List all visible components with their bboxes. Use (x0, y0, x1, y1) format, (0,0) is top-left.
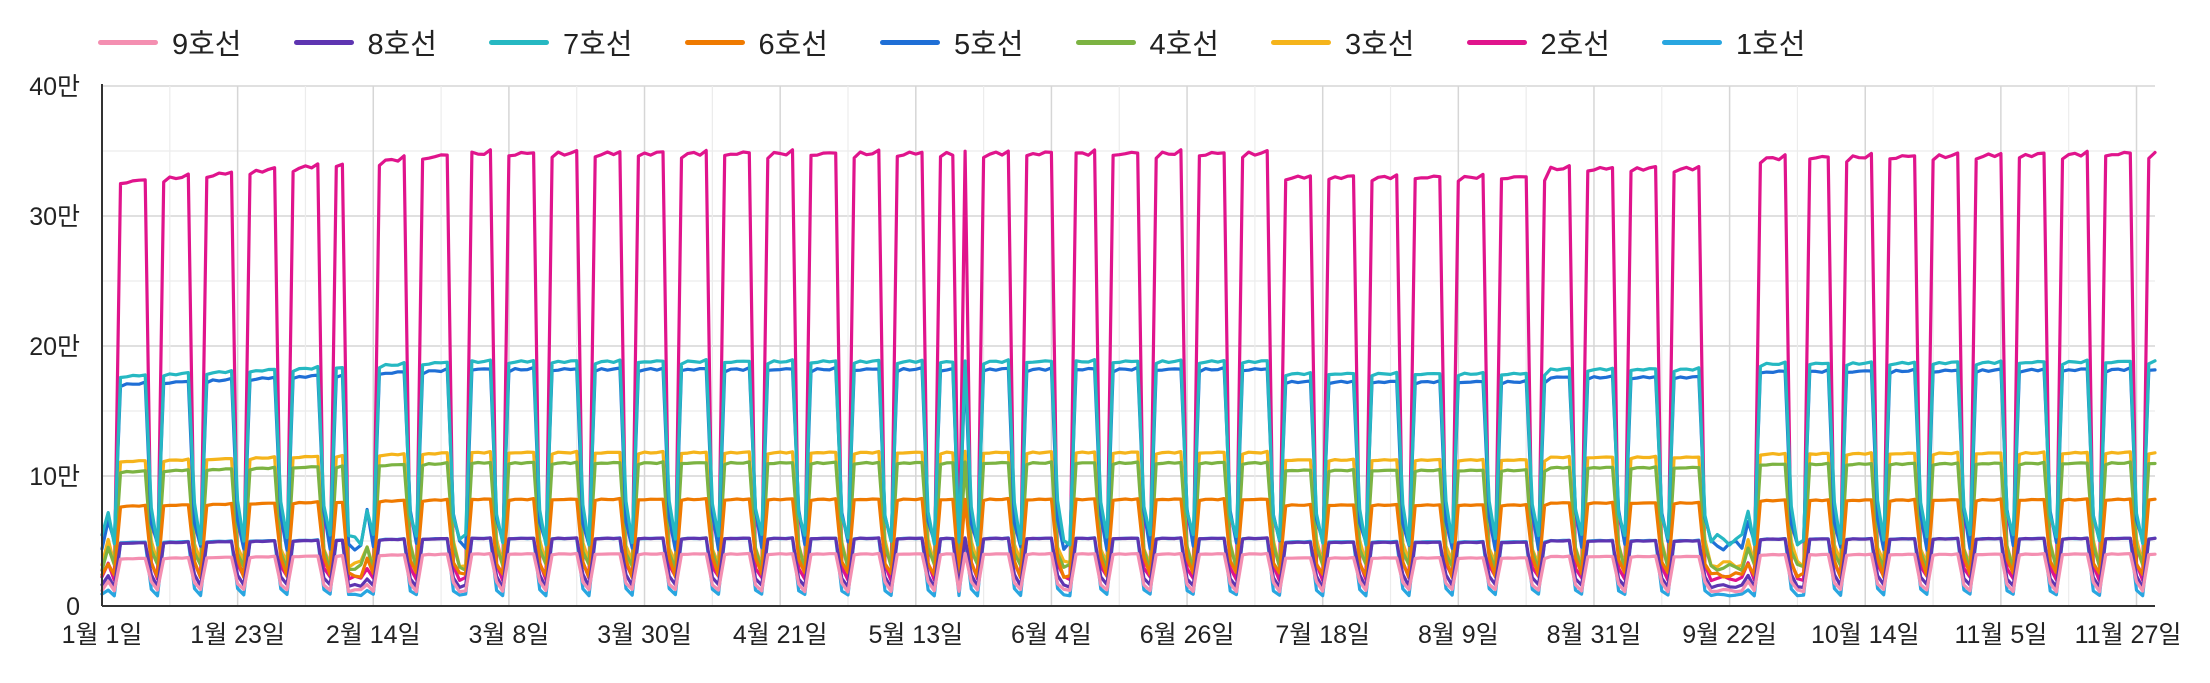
x-tick-label: 5월 13일 (868, 621, 963, 649)
legend-item[interactable]: 6호선 (684, 21, 829, 63)
y-tick-label: 20만 (29, 333, 80, 361)
series-line (100, 449, 2157, 569)
series-line (100, 460, 2157, 572)
y-tick-label: 0 (66, 593, 80, 621)
legend-item[interactable]: 7호선 (489, 21, 633, 63)
legend-label: 1호선 (1736, 29, 1806, 61)
x-tick-label: 8월 9일 (1418, 621, 1499, 649)
legend-item[interactable]: 4호선 (1075, 21, 1220, 63)
series-line (100, 365, 2157, 552)
legend-label: 6호선 (758, 29, 829, 61)
legend-label: 8호선 (367, 29, 438, 61)
y-tick-label: 30만 (29, 203, 80, 231)
legend-item[interactable]: 9호선 (98, 21, 242, 63)
series-line (100, 496, 2157, 580)
x-tick-label: 3월 30일 (597, 621, 692, 649)
x-tick-label: 3월 8일 (469, 621, 550, 649)
legend-swatch (880, 39, 940, 45)
series-line (100, 148, 2157, 583)
x-tick-label: 1월 1일 (62, 621, 143, 649)
legend-swatch (684, 39, 745, 45)
legend-swatch (1466, 39, 1527, 45)
series-line (100, 551, 2157, 594)
legend-label: 3호선 (1345, 29, 1415, 61)
legend-swatch (489, 39, 549, 45)
x-tick-label: 11월 5일 (1954, 621, 2047, 649)
legend-item[interactable]: 3호선 (1271, 21, 1415, 63)
y-tick-label: 40만 (29, 73, 80, 101)
y-tick-label: 10만 (29, 463, 80, 491)
legend: 9호선 8호선 7호선 6호선 5호선 4호선 3호선 2호선 1호선 (98, 20, 1858, 64)
x-tick-label: 11월 27일 (2075, 621, 2182, 649)
legend-swatch (1662, 39, 1722, 45)
legend-label: 2호선 (1540, 29, 1611, 61)
legend-swatch (98, 39, 158, 45)
legend-item[interactable]: 1호선 (1662, 21, 1806, 63)
legend-label: 4호선 (1149, 29, 1220, 61)
x-tick-label: 8월 31일 (1547, 621, 1642, 649)
legend-swatch (1271, 39, 1331, 45)
x-tick-label: 6월 4일 (1011, 621, 1092, 649)
x-tick-label: 10월 14일 (1811, 621, 1920, 649)
legend-swatch (293, 39, 354, 45)
x-tick-label: 2월 14일 (326, 621, 421, 649)
legend-swatch (1075, 39, 1136, 45)
legend-item[interactable]: 8호선 (293, 21, 438, 63)
legend-item[interactable]: 5호선 (880, 21, 1024, 63)
series-line (100, 536, 2157, 590)
x-tick-label: 9월 22일 (1682, 621, 1777, 649)
legend-label: 9호선 (172, 29, 242, 61)
legend-label: 5호선 (954, 29, 1024, 61)
legend-label: 7호선 (563, 29, 633, 61)
x-tick-label: 4월 21일 (733, 621, 828, 649)
x-tick-label: 1월 23일 (190, 621, 285, 649)
series-line (100, 358, 2157, 547)
legend-item[interactable]: 2호선 (1466, 21, 1611, 63)
x-tick-label: 7월 18일 (1275, 621, 1370, 649)
x-tick-label: 6월 26일 (1140, 621, 1235, 649)
